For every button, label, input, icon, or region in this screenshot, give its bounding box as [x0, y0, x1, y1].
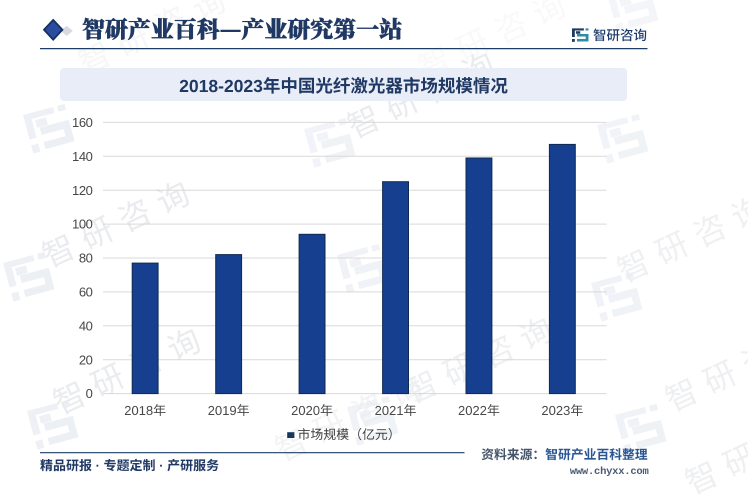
- svg-text:100: 100: [72, 217, 93, 232]
- svg-text:140: 140: [72, 149, 93, 164]
- svg-text:80: 80: [79, 251, 93, 266]
- svg-text:www.chyxx.com: www.chyxx.com: [570, 466, 649, 478]
- svg-text:0: 0: [86, 386, 93, 401]
- svg-text:40: 40: [79, 318, 93, 333]
- svg-text:160: 160: [72, 115, 93, 130]
- svg-text:20: 20: [79, 352, 93, 367]
- svg-text:60: 60: [79, 285, 93, 300]
- svg-text:120: 120: [72, 183, 93, 198]
